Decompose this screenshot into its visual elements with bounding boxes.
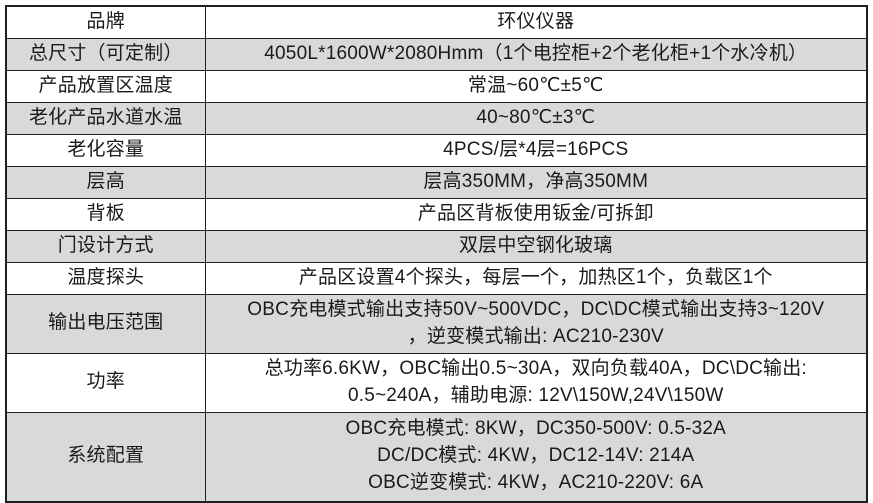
row-label: 温度探头 — [5, 261, 206, 295]
value-line: 0.5~240A，辅助电源: 12V\150W,24V\150W — [347, 384, 724, 406]
row-label: 老化容量 — [5, 133, 206, 167]
row-value: 4PCS/层*4层=16PCS — [204, 133, 868, 167]
value-line: OBC充电模式输出支持50V~500VDC，DC\DC模式输出支持3~120V — [247, 298, 825, 320]
row-value: 常温~60℃±5℃ — [204, 69, 868, 103]
value-line: 产品区背板使用钣金/可拆卸 — [417, 202, 654, 224]
value-line: 双层中空钢化玻璃 — [458, 234, 613, 256]
table-row: 输出电压范围 OBC充电模式输出支持50V~500VDC，DC\DC模式输出支持3… — [5, 293, 868, 354]
spec-table-body: 品牌 环仪仪器总尺寸（可定制） 4050L*1600W*2080Hmm（1个电控柜+… — [5, 5, 868, 503]
table-row: 老化产品水道水温 40~80℃±3℃ — [5, 101, 868, 135]
value-line: 常温~60℃±5℃ — [467, 74, 604, 96]
table-row: 老化容量 4PCS/层*4层=16PCS — [5, 133, 868, 167]
row-label: 系统配置 — [5, 411, 206, 503]
table-row: 系统配置 OBC充电模式: 8KW，DC350-500V: 0.5-32A DC/D… — [5, 411, 868, 503]
spec-table: 品牌 环仪仪器总尺寸（可定制） 4050L*1600W*2080Hmm（1个电控柜+… — [5, 5, 868, 503]
value-line: DC/DC模式: 4KW，DC12-14V: 214A — [377, 445, 695, 467]
table-row: 背板 产品区背板使用钣金/可拆卸 — [5, 197, 868, 231]
value-line: 环仪仪器 — [497, 11, 575, 32]
row-value: 40~80℃±3℃ — [204, 101, 868, 135]
row-label: 老化产品水道水温 — [5, 101, 206, 135]
value-line: ，逆变模式输出: AC210-230V — [407, 325, 664, 347]
table-row: 总尺寸（可定制） 4050L*1600W*2080Hmm（1个电控柜+2个老化柜+… — [5, 37, 868, 71]
row-value: 产品区背板使用钣金/可拆卸 — [204, 197, 868, 231]
row-value: 环仪仪器 — [204, 5, 868, 39]
row-value: 双层中空钢化玻璃 — [204, 229, 868, 263]
table-row: 层高 层高350MM，净高350MM — [5, 165, 868, 199]
row-label: 品牌 — [5, 5, 206, 39]
table-row: 温度探头 产品区设置4个探头，每层一个，加热区1个，负载区1个 — [5, 261, 868, 295]
row-value: 产品区设置4个探头，每层一个，加热区1个，负载区1个 — [204, 261, 868, 295]
row-value: 层高350MM，净高350MM — [204, 165, 868, 199]
value-line: 40~80℃±3℃ — [476, 106, 596, 128]
row-label: 总尺寸（可定制） — [5, 37, 206, 71]
value-line: OBC逆变模式: 4KW，AC210-220V: 6A — [368, 472, 704, 494]
value-line: 总功率6.6KW，OBC输出0.5~30A，双向负载40A，DC\DC输出: — [264, 357, 807, 379]
spec-table-container: 品牌 环仪仪器总尺寸（可定制） 4050L*1600W*2080Hmm（1个电控柜+… — [5, 5, 868, 503]
row-label: 功率 — [5, 352, 206, 413]
table-row: 品牌 环仪仪器 — [5, 5, 868, 39]
row-label: 输出电压范围 — [5, 293, 206, 354]
table-row: 门设计方式 双层中空钢化玻璃 — [5, 229, 868, 263]
value-line: 4050L*1600W*2080Hmm（1个电控柜+2个老化柜+1个水冷机） — [264, 42, 808, 64]
row-value: OBC充电模式输出支持50V~500VDC，DC\DC模式输出支持3~120V ，… — [204, 293, 868, 354]
value-line: 层高350MM，净高350MM — [423, 170, 649, 192]
value-line: 产品区设置4个探头，每层一个，加热区1个，负载区1个 — [298, 266, 773, 288]
value-line: 4PCS/层*4层=16PCS — [443, 138, 629, 160]
row-value: OBC充电模式: 8KW，DC350-500V: 0.5-32A DC/DC模式:… — [204, 411, 868, 503]
row-label: 背板 — [5, 197, 206, 231]
row-label: 层高 — [5, 165, 206, 199]
table-row: 功率 总功率6.6KW，OBC输出0.5~30A，双向负载40A，DC\DC输出:… — [5, 352, 868, 413]
table-row: 产品放置区温度 常温~60℃±5℃ — [5, 69, 868, 103]
row-label: 产品放置区温度 — [5, 69, 206, 103]
row-value: 4050L*1600W*2080Hmm（1个电控柜+2个老化柜+1个水冷机） — [204, 37, 868, 71]
row-value: 总功率6.6KW，OBC输出0.5~30A，双向负载40A，DC\DC输出: 0.… — [204, 352, 868, 413]
row-label: 门设计方式 — [5, 229, 206, 263]
value-line: OBC充电模式: 8KW，DC350-500V: 0.5-32A — [345, 418, 727, 440]
